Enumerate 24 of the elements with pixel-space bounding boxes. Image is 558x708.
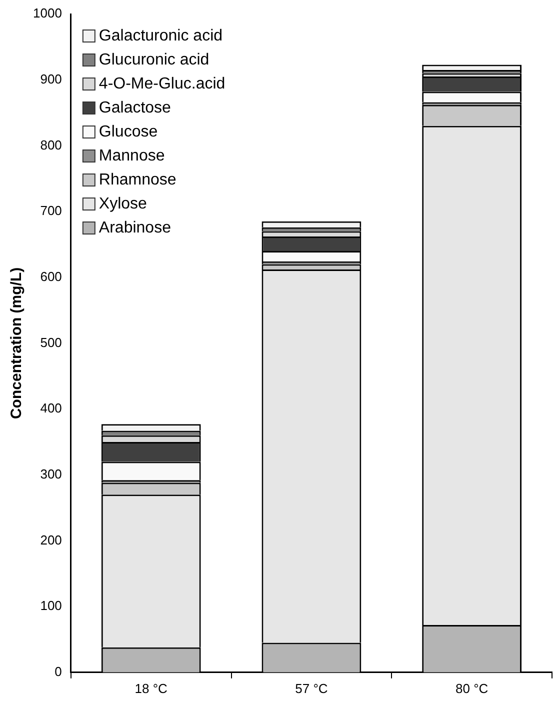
legend-label: 4-O-Me-Gluc.acid	[98, 75, 226, 92]
y-tick-label: 0	[54, 664, 62, 679]
y-axis-title: Concentration (mg/L)	[8, 267, 26, 420]
y-tick-label: 600	[40, 268, 62, 284]
y-tick-label: 800	[40, 137, 62, 152]
x-tick-label: 80 °C	[455, 680, 488, 696]
legend-label: Glucose	[98, 123, 158, 140]
y-tick-label: 500	[40, 334, 62, 350]
y-tick-label: 300	[40, 466, 62, 482]
y-tick-label: 100	[40, 598, 62, 614]
legend-label: Glucuronic acid	[98, 51, 210, 68]
y-tick-label: 1000	[33, 6, 62, 21]
legend-label: Xylose	[98, 195, 148, 212]
legend-label: Arabinose	[98, 219, 172, 236]
legend-label: Mannose	[98, 147, 165, 164]
x-tick-label: 18 °C	[134, 680, 168, 696]
legend-label: Galactose	[98, 99, 172, 116]
y-tick-label: 200	[40, 532, 62, 548]
legend-label: Rhamnose	[98, 171, 176, 188]
legend-label: Galacturonic acid	[98, 27, 223, 44]
y-tick-label: 400	[40, 400, 62, 416]
y-tick-label: 900	[40, 71, 62, 86]
x-tick-label: 57 °C	[295, 680, 328, 696]
y-tick-label: 700	[40, 203, 62, 218]
